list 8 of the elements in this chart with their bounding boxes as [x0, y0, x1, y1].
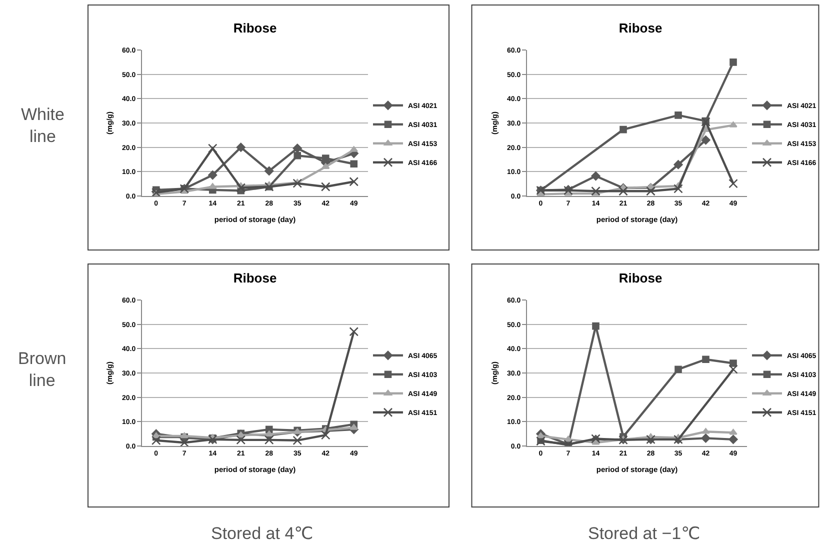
chart-title: Ribose: [618, 20, 662, 36]
chart-title: Ribose: [233, 270, 277, 286]
chart-title: Ribose: [233, 20, 277, 36]
text: Stored at −1℃: [588, 524, 700, 543]
chart-title: Ribose: [618, 270, 662, 286]
text: Stored at 4℃: [211, 524, 314, 543]
text: White line: [21, 105, 64, 146]
text: Brown line: [18, 349, 66, 390]
